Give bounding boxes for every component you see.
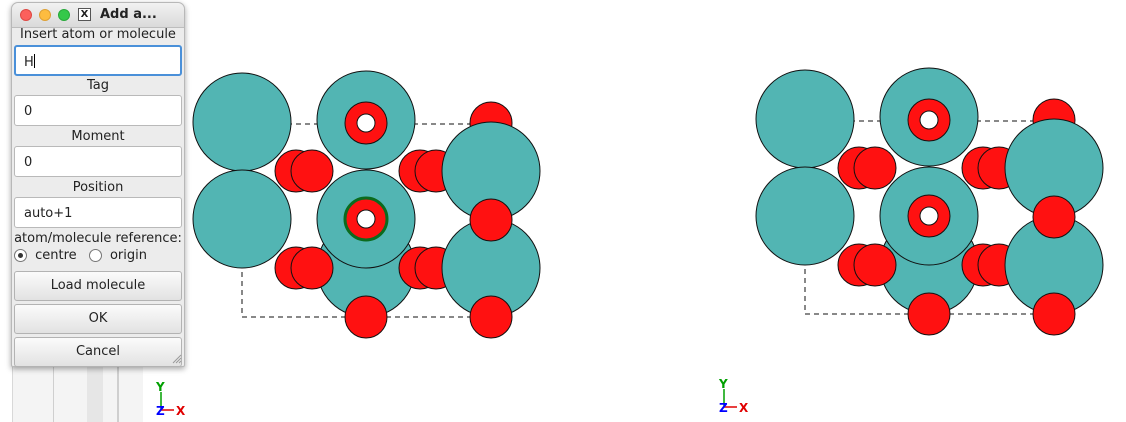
atom-hole <box>356 113 376 133</box>
atom-hole <box>919 206 939 226</box>
add-atom-dialog: X Add a... Insert atom or molecule H Tag… <box>11 2 185 367</box>
oxygen-atom[interactable] <box>853 243 897 287</box>
cancel-button[interactable]: Cancel <box>14 337 182 367</box>
moment-label: Moment <box>71 129 125 144</box>
axis-indicator-right: YXZ <box>718 377 749 415</box>
insert-atom-input[interactable]: H <box>14 45 182 76</box>
metal-atom[interactable] <box>192 169 292 269</box>
atom-hole <box>919 110 939 130</box>
x-axis-label: X <box>739 401 749 415</box>
oxygen-atom[interactable] <box>853 146 897 190</box>
close-button[interactable] <box>20 9 32 21</box>
tag-value: 0 <box>24 104 33 119</box>
background-window <box>12 366 143 422</box>
divider <box>53 366 54 422</box>
load-molecule-button[interactable]: Load molecule <box>14 271 182 301</box>
structure-view-left[interactable] <box>192 70 541 339</box>
position-label: Position <box>72 180 124 195</box>
resize-grip-icon[interactable] <box>172 354 182 364</box>
dialog-titlebar[interactable]: X Add a... <box>12 3 184 28</box>
maximize-button[interactable] <box>58 9 70 21</box>
axis-indicator-left: YXZ <box>155 380 186 418</box>
divider <box>87 366 103 422</box>
radio-origin[interactable] <box>88 249 102 262</box>
oxygen-atom[interactable] <box>290 246 334 290</box>
reference-label: atom/molecule reference: <box>14 231 182 246</box>
moment-value: 0 <box>24 155 33 170</box>
text-caret <box>33 54 35 68</box>
oxygen-atom[interactable] <box>290 149 334 193</box>
position-value: auto+1 <box>24 206 73 221</box>
oxygen-atom[interactable] <box>344 295 388 339</box>
reference-radio-group: centre origin <box>14 248 147 268</box>
dialog-title: Add a... <box>100 7 157 22</box>
radio-centre[interactable] <box>14 249 27 262</box>
atom-hole <box>356 209 376 229</box>
x11-app-icon: X <box>78 8 91 21</box>
moment-input[interactable]: 0 <box>14 146 182 177</box>
metal-atom[interactable] <box>755 166 855 266</box>
oxygen-atom[interactable] <box>469 295 513 339</box>
ok-button[interactable]: OK <box>14 304 182 334</box>
oxygen-atom[interactable] <box>1032 292 1076 336</box>
y-axis-label: Y <box>718 377 728 391</box>
insert-label: Insert atom or molecule <box>20 27 176 42</box>
oxygen-atom[interactable] <box>1032 195 1076 239</box>
x-axis-label: X <box>176 404 186 418</box>
position-input[interactable]: auto+1 <box>14 197 182 228</box>
metal-atom[interactable] <box>755 69 855 169</box>
insert-atom-value: H <box>24 55 34 70</box>
minimize-button[interactable] <box>39 9 51 21</box>
z-axis-label: Z <box>719 401 728 415</box>
tag-label: Tag <box>86 78 109 93</box>
divider <box>117 366 119 422</box>
y-axis-label: Y <box>155 380 165 394</box>
radio-centre-label[interactable]: centre <box>35 248 77 263</box>
radio-origin-label[interactable]: origin <box>109 248 147 263</box>
oxygen-atom[interactable] <box>469 198 513 242</box>
metal-atom[interactable] <box>192 72 292 172</box>
oxygen-atom[interactable] <box>907 292 951 336</box>
structure-view-right[interactable] <box>755 67 1104 336</box>
z-axis-label: Z <box>156 404 165 418</box>
tag-input[interactable]: 0 <box>14 95 182 126</box>
